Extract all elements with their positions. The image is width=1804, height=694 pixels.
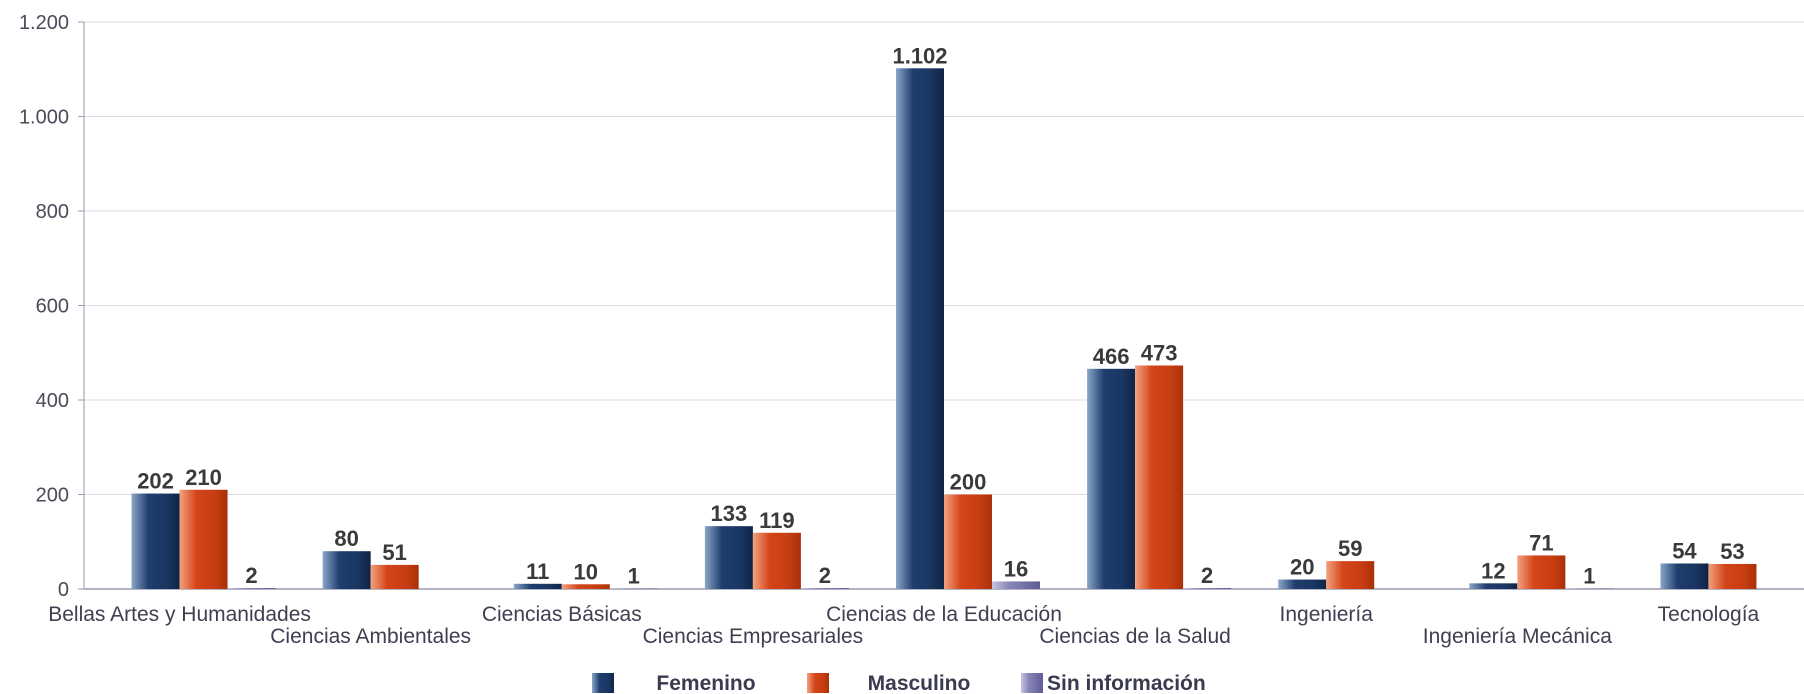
data-label-masculino: 71 [1529,530,1553,555]
data-label-masculino: 51 [382,540,406,565]
data-label-sin-informacion: 2 [1201,563,1213,588]
category-label: Ciencias de la Salud [1039,625,1230,648]
category-label: Ciencias Ambientales [270,625,471,648]
data-label-masculino: 119 [759,508,795,533]
data-label-masculino: 10 [574,559,598,584]
y-tick-label: 1.000 [19,107,69,129]
legend-swatch-masculino [807,673,829,693]
bar-masculino [1708,563,1757,589]
bar-masculino [752,532,801,589]
y-tick-label: 400 [36,390,69,412]
bar-femenino [1087,368,1136,589]
data-label-masculino: 53 [1720,539,1744,564]
legend-label-masculino: Masculino [868,672,971,694]
data-label-sin-informacion: 16 [1004,556,1028,581]
data-label-sin-informacion: 1 [1583,564,1595,589]
bar-masculino [1326,561,1375,589]
category-label: Ciencias Empresariales [643,625,864,648]
category-label: Ciencias Básicas [482,603,642,626]
bar-masculino [1135,365,1184,589]
data-label-sin-informacion: 2 [245,563,257,588]
data-label-femenino: 12 [1481,558,1505,583]
category-label: Ingeniería Mecánica [1423,625,1612,648]
category-label: Bellas Artes y Humanidades [48,603,311,626]
data-label-masculino: 200 [950,470,987,495]
legend-label-femenino: Femenino [656,672,755,694]
bar-sin-informacion [227,588,276,589]
y-tick-label: 0 [58,579,69,601]
bar-sin-informacion [1183,588,1232,589]
bar-femenino [1278,579,1327,589]
bar-masculino [179,489,228,589]
data-label-femenino: 80 [334,526,358,551]
legend: Femenino Masculino Sin información [592,672,1206,694]
data-label-masculino: 210 [185,465,222,490]
category-label: Tecnología [1658,603,1760,626]
data-label-sin-informacion: 1 [628,564,640,589]
data-label-femenino: 54 [1672,538,1697,563]
data-label-masculino: 59 [1338,536,1362,561]
legend-label-sin-informacion: Sin información [1047,672,1206,694]
legend-swatch-femenino [592,673,614,693]
category-label: Ingeniería [1280,603,1374,626]
bars [131,68,1757,590]
y-tick-label: 200 [36,485,69,507]
bar-femenino [896,68,944,590]
data-label-femenino: 20 [1290,555,1314,580]
data-label-femenino: 133 [711,501,748,526]
legend-swatch-sin-informacion [1021,673,1043,693]
bar-masculino [944,494,992,589]
bar-masculino [370,564,419,589]
bar-femenino [1660,563,1709,589]
data-label-sin-informacion: 2 [819,563,831,588]
data-label-femenino: 1.102 [892,43,947,68]
bar-femenino [131,493,180,589]
bar-sin-informacion [800,588,849,589]
bar-femenino [1469,583,1518,589]
category-label: Ciencias de la Educación [826,603,1062,626]
bar-masculino [1517,555,1566,589]
y-tick-label: 800 [36,201,69,223]
data-label-femenino: 466 [1093,344,1130,369]
bar-femenino [513,583,562,589]
data-label-femenino: 202 [137,469,174,494]
y-tick-label: 600 [36,296,69,318]
data-label-masculino: 473 [1141,341,1178,366]
data-label-femenino: 11 [526,559,549,584]
bar-masculino [561,584,610,589]
y-tick-label: 1.200 [19,12,69,34]
bar-femenino [704,526,753,589]
bar-femenino [322,551,371,589]
bar-sin-informacion [992,581,1040,589]
